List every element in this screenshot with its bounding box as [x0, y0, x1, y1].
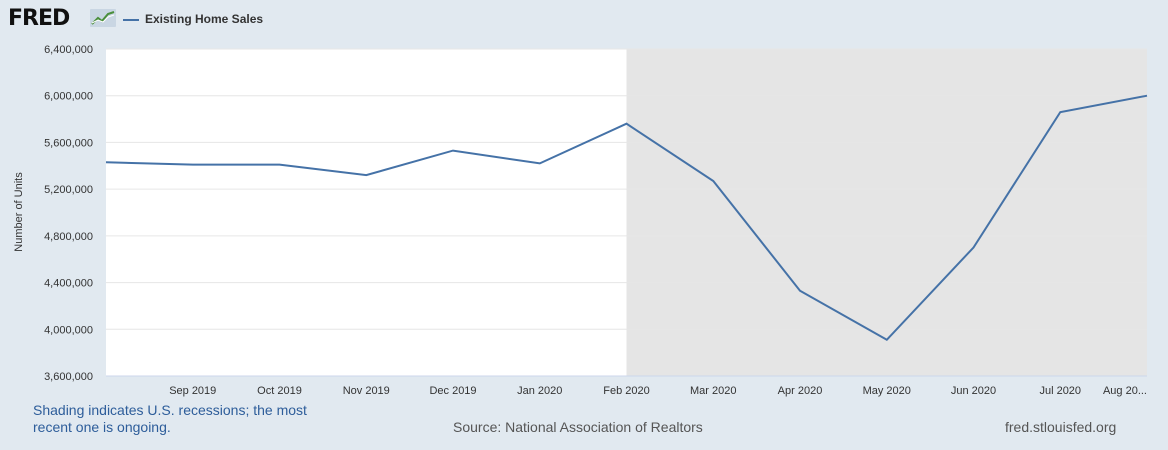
- fred-logo[interactable]: FRED: [8, 6, 70, 31]
- data-point[interactable]: [624, 121, 630, 127]
- data-point[interactable]: [190, 162, 196, 168]
- x-tick-label: Dec 2019: [429, 385, 476, 397]
- legend-series-label[interactable]: Existing Home Sales: [145, 12, 264, 26]
- x-tick-label: May 2020: [863, 385, 911, 397]
- x-tick-label: Jan 2020: [517, 385, 562, 397]
- x-tick-label: Nov 2019: [343, 385, 390, 397]
- y-tick-label: 5,200,000: [44, 184, 93, 196]
- series-line-existing-home-sales[interactable]: [105, 94, 1148, 342]
- chart-header: FRED Existing Home Sales: [0, 0, 1168, 40]
- y-axis-label: Number of Units: [13, 172, 25, 252]
- data-point[interactable]: [103, 159, 109, 165]
- y-tick-label: 6,400,000: [44, 44, 93, 56]
- data-point[interactable]: [797, 288, 803, 294]
- y-tick-label: 4,000,000: [44, 324, 93, 336]
- x-axis-ticks: Sep 2019 Oct 2019 Nov 2019 Dec 2019 Jan 2020…: [169, 385, 1147, 397]
- y-tick-label: 4,800,000: [44, 231, 93, 243]
- data-point[interactable]: [537, 160, 543, 166]
- data-point[interactable]: [363, 172, 369, 178]
- source-text: Source: National Association of Realtors: [453, 419, 703, 435]
- data-point[interactable]: [884, 337, 890, 343]
- legend-series-swatch: [123, 19, 139, 21]
- recession-shading: [626, 49, 1147, 376]
- trend-graph-icon: [90, 9, 116, 27]
- x-tick-label: Apr 2020: [778, 385, 823, 397]
- x-tick-label: Jun 2020: [951, 385, 996, 397]
- x-tick-label: Feb 2020: [603, 385, 649, 397]
- y-tick-label: 6,000,000: [44, 91, 93, 103]
- x-tick-label: Jul 2020: [1039, 385, 1081, 397]
- y-tick-label: 5,600,000: [44, 137, 93, 149]
- y-tick-label: 4,400,000: [44, 278, 93, 290]
- source-url-link[interactable]: fred.stlouisfed.org: [1005, 419, 1117, 435]
- x-tick-label: Oct 2019: [257, 385, 302, 397]
- data-point[interactable]: [971, 245, 977, 251]
- x-tick-label: Sep 2019: [169, 385, 216, 397]
- y-tick-label: 3,600,000: [44, 371, 93, 383]
- data-point[interactable]: [1144, 93, 1150, 99]
- line-chart: 3,600,000 4,000,000 4,400,000 4,800,000 5,20…: [13, 44, 1150, 397]
- data-point[interactable]: [450, 148, 456, 154]
- data-point[interactable]: [710, 178, 716, 184]
- data-point[interactable]: [277, 162, 283, 168]
- x-tick-label: Mar 2020: [690, 385, 736, 397]
- x-tick-label: Aug 20...: [1103, 385, 1147, 397]
- y-axis-ticks: 3,600,000 4,000,000 4,400,000 4,800,000 5,20…: [44, 44, 93, 383]
- recession-note: Shading indicates U.S. recessions; the m…: [33, 402, 307, 435]
- data-point[interactable]: [1057, 109, 1063, 115]
